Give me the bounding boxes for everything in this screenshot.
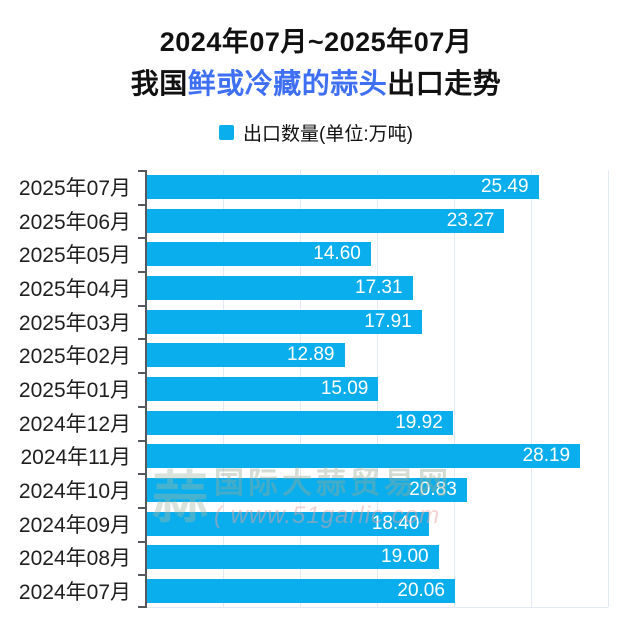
bar-row: 2024年10月 20.83 [0, 473, 632, 507]
bar-track: 12.89 [146, 343, 608, 368]
bar-value-label: 20.06 [397, 580, 445, 602]
axis-tick [138, 204, 146, 206]
axis-tick [138, 271, 146, 273]
bar-track: 19.00 [146, 545, 608, 570]
bar-track: 14.60 [146, 242, 608, 267]
axis-tick [138, 237, 146, 239]
axis-tick [138, 338, 146, 340]
bar-value-label: 20.83 [409, 479, 457, 501]
bar[interactable]: 17.91 [146, 309, 422, 334]
bar[interactable]: 15.09 [146, 376, 379, 401]
bar-value-label: 14.60 [313, 243, 361, 265]
axis-tick [138, 406, 146, 408]
bar-value-label: 18.40 [371, 512, 420, 534]
title-suffix: 出口走势 [387, 68, 502, 99]
bar[interactable]: 20.83 [146, 478, 467, 503]
bar[interactable]: 28.19 [146, 444, 581, 469]
category-label: 2025年07月 [18, 176, 131, 200]
bar-row: 2025年07月 25.49 [0, 170, 632, 204]
legend-label: 出口数量(单位:万吨) [243, 124, 413, 145]
bar-value-label: 19.92 [395, 411, 443, 433]
bar-rows: 2025年07月 25.49 2025年06月 23.27 2025年05月 14.60 2… [0, 170, 632, 608]
axis-tick [138, 606, 146, 608]
bar-row: 2024年07月 20.06 [0, 574, 632, 608]
bar-track: 18.40 [146, 511, 608, 536]
category-label: 2024年12月 [18, 412, 131, 436]
axis-tick [138, 305, 146, 307]
axis-tick [138, 372, 146, 374]
bar-value-label: 17.31 [355, 276, 403, 298]
bar-value-label: 17.91 [364, 310, 412, 332]
axis-tick [138, 507, 146, 509]
category-label: 2025年05月 [18, 244, 131, 268]
bar[interactable]: 20.06 [146, 579, 455, 604]
bar-row: 2024年11月 28.19 [0, 440, 632, 474]
bar-row: 2024年08月 19.00 [0, 541, 632, 575]
bar-value-label: 19.00 [381, 546, 429, 568]
category-label: 2024年11月 [20, 446, 131, 470]
axis-tick [138, 574, 146, 576]
bar-track: 20.83 [146, 478, 608, 503]
bar-track: 23.27 [146, 208, 608, 233]
bar[interactable]: 19.92 [146, 410, 453, 435]
bar-row: 2025年06月 23.27 [0, 204, 632, 238]
category-label: 2024年08月 [18, 547, 131, 571]
gridline [608, 170, 609, 607]
category-label: 2025年02月 [18, 345, 131, 369]
bar-value-label: 28.19 [522, 445, 571, 467]
legend-swatch-icon [219, 125, 235, 140]
bar-row: 2025年04月 17.31 [0, 271, 632, 305]
bar[interactable]: 23.27 [146, 208, 505, 233]
bar-row: 2024年09月 18.40 [0, 507, 632, 541]
chart-header: 2024年07月~2025年07月 我国鲜或冷藏的蒜头出口走势 [0, 0, 632, 103]
category-label: 2024年10月 [18, 480, 131, 504]
bar[interactable]: 18.40 [146, 511, 430, 536]
category-label: 2025年04月 [18, 277, 131, 301]
gridline [453, 170, 455, 607]
title-highlight: 鲜或冷藏的蒜头 [187, 68, 388, 99]
bar-value-label: 25.49 [480, 175, 529, 197]
y-axis-line [145, 170, 147, 608]
bar[interactable]: 12.89 [146, 343, 345, 368]
page-title-line2: 我国鲜或冷藏的蒜头出口走势 [0, 65, 632, 103]
bar[interactable]: 25.49 [146, 174, 539, 199]
bar-track: 28.19 [146, 444, 608, 469]
bar-value-label: 12.89 [286, 344, 335, 366]
bar-track: 15.09 [146, 376, 608, 401]
category-label: 2024年09月 [18, 513, 131, 537]
category-label: 2024年07月 [18, 581, 131, 605]
legend[interactable]: 出口数量(单位:万吨) [0, 119, 632, 146]
bar-row: 2025年01月 15.09 [0, 372, 632, 406]
bar-row: 2025年03月 17.91 [0, 305, 632, 339]
bar-track: 17.91 [146, 309, 608, 334]
bar[interactable]: 17.31 [146, 275, 413, 300]
bar-track: 17.31 [146, 275, 608, 300]
axis-tick [138, 170, 146, 172]
category-label: 2025年01月 [18, 378, 131, 402]
bar-track: 20.06 [146, 579, 608, 604]
bar-row: 2025年05月 14.60 [0, 237, 632, 271]
bar-chart: 2025年07月 25.49 2025年06月 23.27 2025年05月 14.60 2… [0, 170, 632, 608]
bar-value-label: 15.09 [320, 377, 369, 399]
bar-value-label: 23.27 [446, 209, 495, 231]
gridline [531, 170, 532, 607]
bar-track: 19.92 [146, 410, 608, 435]
category-label: 2025年03月 [18, 311, 131, 335]
page-title-line1: 2024年07月~2025年07月 [159, 27, 473, 57]
bar-row: 2024年12月 19.92 [0, 406, 632, 440]
axis-tick [138, 473, 146, 475]
category-label: 2025年06月 [18, 210, 131, 234]
bar-track: 25.49 [146, 174, 608, 199]
axis-tick [138, 541, 146, 543]
title-prefix: 我国 [130, 68, 188, 99]
bar[interactable]: 19.00 [146, 545, 439, 570]
axis-tick [138, 440, 146, 442]
bar-row: 2025年02月 12.89 [0, 338, 632, 372]
bar[interactable]: 14.60 [146, 242, 371, 267]
